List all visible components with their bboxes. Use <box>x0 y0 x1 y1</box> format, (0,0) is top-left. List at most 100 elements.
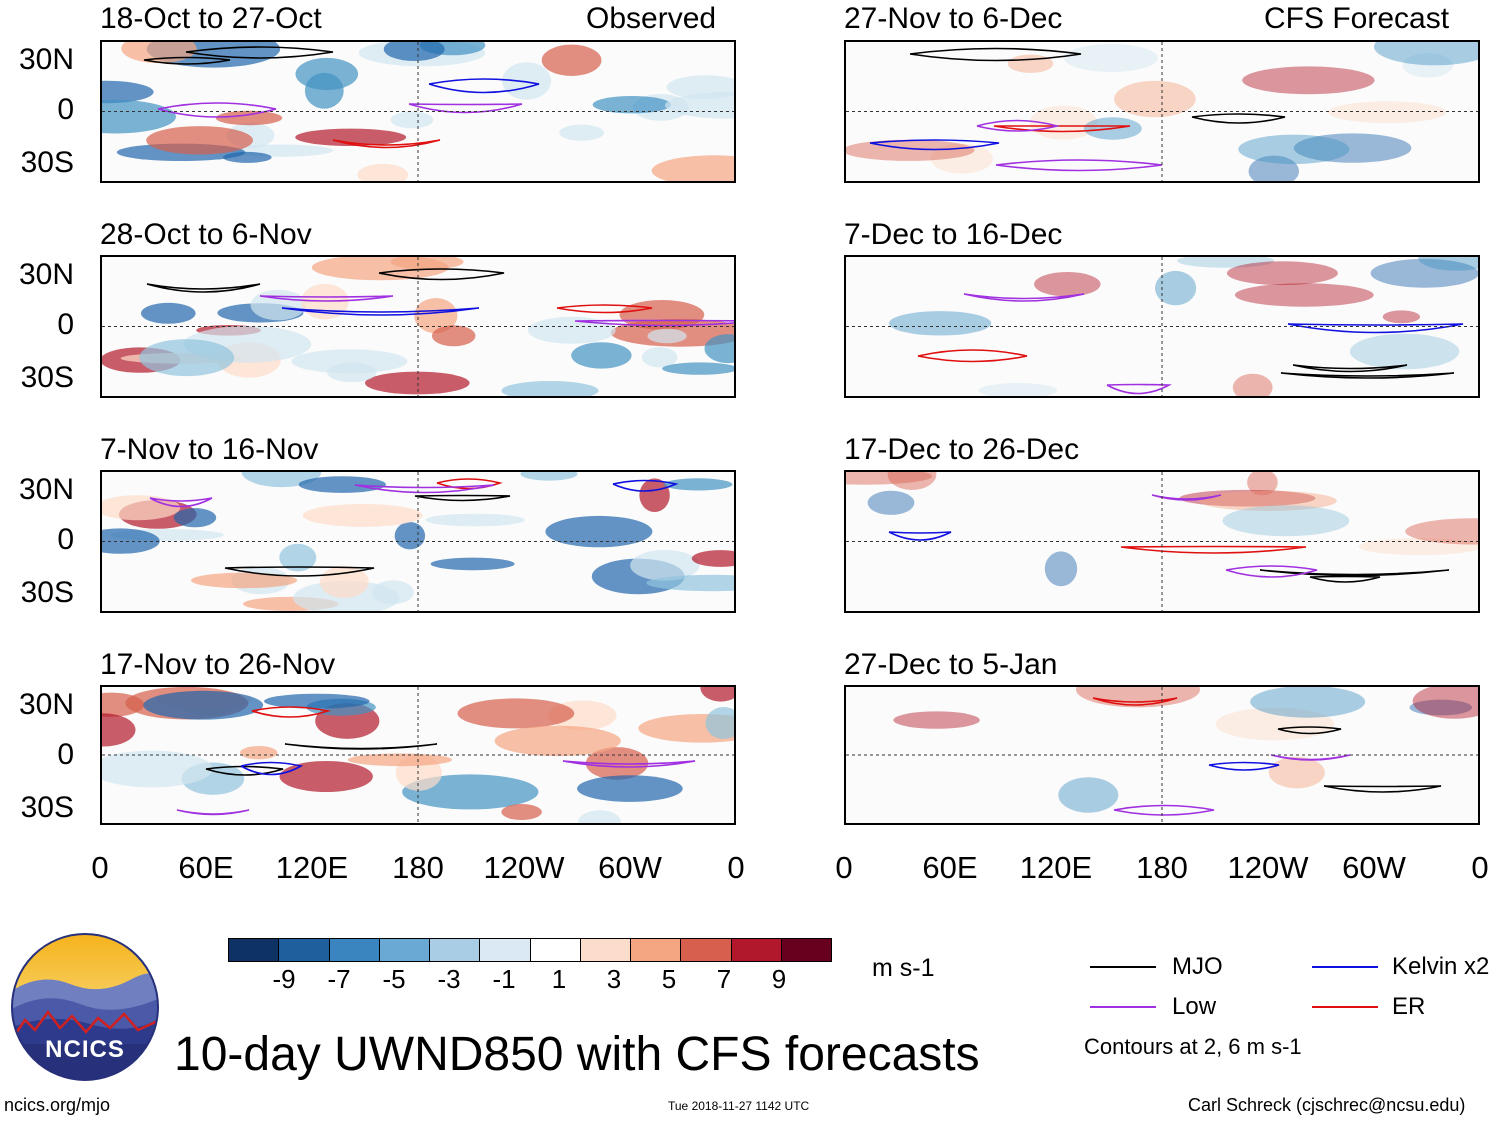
anomaly-blob <box>577 775 683 802</box>
wave-contour <box>332 139 441 149</box>
wave-contour <box>1309 575 1381 583</box>
wave-contour <box>909 47 1082 62</box>
lon-label: 180 <box>1136 850 1188 885</box>
anomaly-blob <box>1044 551 1078 587</box>
anomaly-blob <box>394 522 426 550</box>
anomaly-blob <box>357 163 409 181</box>
anomaly-blob <box>1215 707 1335 741</box>
anomaly-blob <box>430 557 515 571</box>
anomaly-blob <box>390 111 434 129</box>
footer-timestamp: Tue 2018-11-27 1142 UTC <box>668 1099 810 1113</box>
colorbar-label: -7 <box>327 964 351 994</box>
panel-title: 18-Oct to 27-Oct <box>100 2 322 35</box>
lat-label: 30N <box>18 688 74 721</box>
anomaly-blob <box>1293 133 1412 163</box>
colorbar-label: -9 <box>272 964 296 994</box>
wave-contour <box>1092 697 1178 706</box>
lat-label: 30S <box>20 361 74 394</box>
wave-contour <box>963 293 1085 302</box>
wave-contour <box>1106 383 1172 395</box>
main-title: 10-day UWND850 with CFS forecasts <box>174 1028 980 1081</box>
panel-tag: Observed <box>586 2 717 35</box>
colorbar-swatch <box>279 939 330 961</box>
anomaly-blob <box>295 128 407 146</box>
legend-line-low <box>1090 1006 1156 1008</box>
lat-label: 0 <box>57 93 74 126</box>
anomaly-blob <box>1222 505 1350 537</box>
legend-note: Contours at 2, 6 m s-1 <box>1084 1034 1302 1059</box>
anomaly-blob <box>264 693 370 709</box>
anomaly-blob <box>630 550 700 581</box>
anomaly-blob <box>527 316 616 344</box>
wave-contour <box>149 497 213 508</box>
anomaly-blob <box>1234 283 1374 307</box>
anomaly-blob <box>1412 687 1478 719</box>
colorbar-swatch <box>781 939 831 961</box>
anomaly-blob <box>641 347 678 368</box>
lon-label: 180 <box>392 850 444 885</box>
panel-tag: CFS Forecast <box>1264 2 1450 35</box>
anomaly-blob <box>365 371 470 395</box>
wave-contour <box>354 484 495 494</box>
colorbar-label: 9 <box>771 964 787 994</box>
anomaly-blob <box>279 543 317 572</box>
anomaly-blob <box>291 349 408 374</box>
colorbar-swatch <box>480 939 531 961</box>
colorbar-swatch <box>681 939 732 961</box>
anomaly-blob <box>578 810 621 823</box>
anomaly-blob <box>887 472 937 490</box>
anomaly-blob <box>545 515 653 548</box>
anomaly-blob <box>1358 538 1478 556</box>
colorbar-label: -1 <box>492 964 516 994</box>
wave-contour <box>240 761 304 776</box>
anomaly-blob <box>639 478 670 512</box>
anomaly-blob <box>502 62 551 100</box>
anomaly-blob <box>1179 489 1316 507</box>
wave-contour <box>1191 113 1286 124</box>
anomaly-blob <box>889 311 992 336</box>
anomaly-blob <box>663 478 733 491</box>
lat-label: 30N <box>18 258 74 291</box>
map-panel <box>100 40 736 183</box>
wave-contour <box>157 102 277 118</box>
wave-contour <box>562 760 696 768</box>
anomaly-blob <box>143 690 264 720</box>
wave-contour <box>143 56 231 65</box>
anomaly-blob <box>414 298 458 334</box>
anomaly-blob <box>559 124 605 141</box>
legend-line-er <box>1312 1006 1378 1008</box>
anomaly-blob <box>1064 44 1158 72</box>
footer-credit: Carl Schreck (cjschrec@ncsu.edu) <box>1188 1095 1466 1115</box>
anomaly-blob <box>279 761 373 792</box>
footer-url[interactable]: ncics.org/mjo <box>4 1095 111 1115</box>
anomaly-blob <box>173 508 217 528</box>
anomaly-blob <box>1405 518 1478 545</box>
colorbar-label: 5 <box>661 964 677 994</box>
colorbar-swatch <box>229 939 280 961</box>
anomaly-blob <box>1248 155 1299 181</box>
colorbar-swatch <box>379 939 430 961</box>
anomaly-blob <box>1247 472 1278 496</box>
lon-label: 0 <box>91 850 109 885</box>
anomaly-blob <box>571 342 632 369</box>
anomaly-blob <box>102 80 154 104</box>
wave-contour <box>176 809 250 816</box>
anomaly-blob <box>1155 270 1197 306</box>
anomaly-blob <box>139 339 235 377</box>
anomaly-blob <box>1199 490 1337 511</box>
lon-label: 60W <box>598 850 662 885</box>
anomaly-blob <box>705 707 734 739</box>
lon-label: 120W <box>483 850 565 885</box>
anomaly-blob <box>501 804 542 820</box>
anomaly-blob <box>1238 134 1350 164</box>
colorbar-swatch <box>329 939 380 961</box>
anomaly-blob <box>700 687 734 702</box>
lat-label: 30N <box>18 43 74 76</box>
map-panel <box>844 40 1480 183</box>
wave-contour <box>612 479 679 492</box>
wave-contour <box>185 46 334 59</box>
anomaly-blob <box>146 126 253 155</box>
anomaly-blob <box>1382 310 1421 324</box>
wave-contour <box>408 103 523 114</box>
anomaly-blob <box>501 381 599 396</box>
